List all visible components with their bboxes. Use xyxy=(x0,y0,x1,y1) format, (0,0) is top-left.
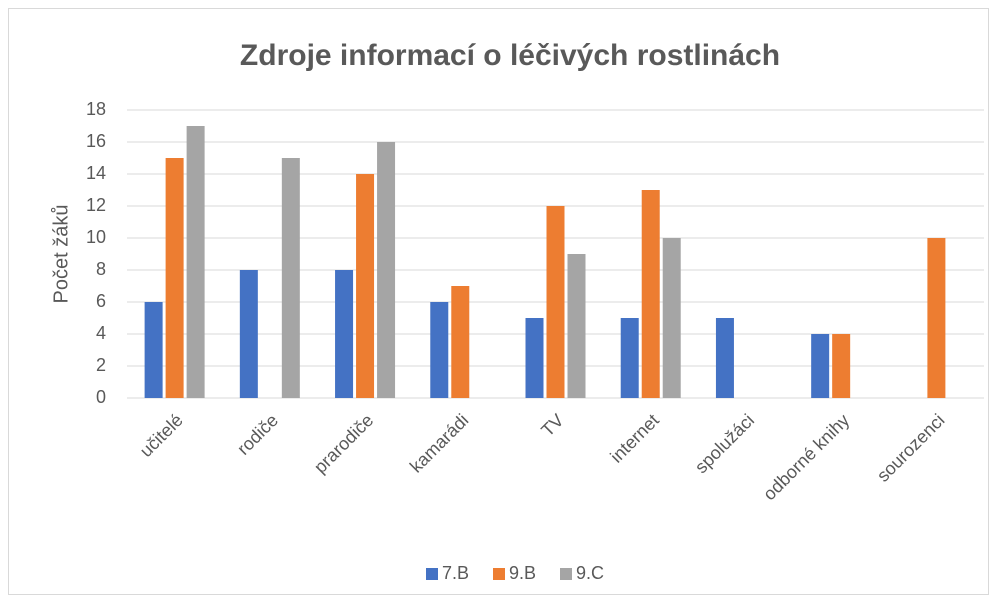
y-tick-label: 0 xyxy=(96,387,106,407)
bar xyxy=(546,206,565,398)
legend-swatch xyxy=(493,568,505,580)
bar xyxy=(811,334,830,398)
bar xyxy=(451,286,470,398)
bar xyxy=(430,302,449,398)
y-tick-label: 12 xyxy=(86,195,106,215)
y-tick-label: 10 xyxy=(86,227,106,247)
bar xyxy=(356,174,375,398)
y-tick-label: 2 xyxy=(96,355,106,375)
bar xyxy=(377,142,396,398)
bar xyxy=(335,270,354,398)
bar xyxy=(239,270,258,398)
legend-swatch xyxy=(560,568,572,580)
bar xyxy=(927,238,946,398)
bar xyxy=(620,318,639,398)
y-axis-label: Počet žáků xyxy=(50,205,72,304)
bar xyxy=(715,318,734,398)
bar xyxy=(144,302,163,398)
y-tick-label: 8 xyxy=(96,259,106,279)
bar xyxy=(567,254,586,398)
bar xyxy=(165,158,184,398)
legend-label: 9.B xyxy=(509,563,536,583)
legend-label: 9.C xyxy=(576,563,604,583)
bar xyxy=(832,334,851,398)
bar xyxy=(186,126,205,398)
bar xyxy=(662,238,681,398)
y-tick-label: 14 xyxy=(86,163,106,183)
y-tick-label: 4 xyxy=(96,323,106,343)
y-tick-label: 6 xyxy=(96,291,106,311)
bar xyxy=(281,158,300,398)
bar xyxy=(641,190,660,398)
legend-label: 7.B xyxy=(442,563,469,583)
bar xyxy=(525,318,544,398)
y-tick-label: 18 xyxy=(86,99,106,119)
chart-title: Zdroje informací o léčivých rostlinách xyxy=(240,39,780,72)
legend-swatch xyxy=(426,568,438,580)
y-tick-label: 16 xyxy=(86,131,106,151)
